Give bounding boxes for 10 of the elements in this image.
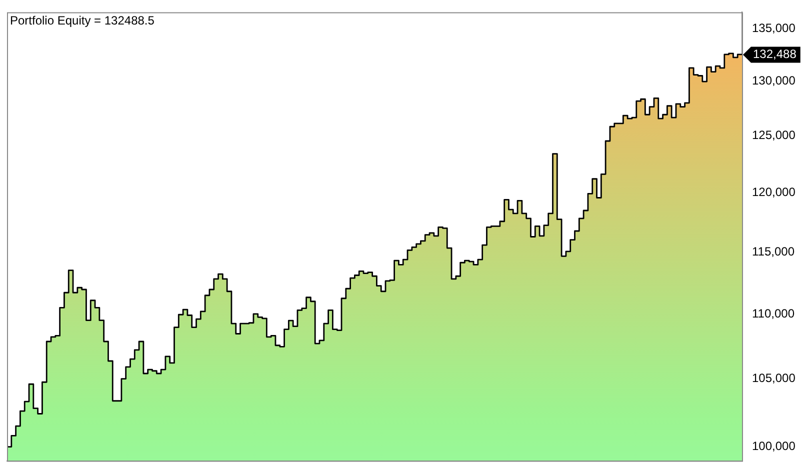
y-tick-label: 100,000 bbox=[752, 439, 796, 454]
y-tick-label: 130,000 bbox=[752, 74, 796, 88]
y-tick-label: 125,000 bbox=[752, 128, 796, 142]
chart-title: Portfolio Equity = 132488.5 bbox=[10, 14, 155, 28]
y-tick-label: 135,000 bbox=[752, 20, 796, 35]
y-tick-label: 120,000 bbox=[752, 185, 796, 200]
y-tick-label: 110,000 bbox=[752, 306, 795, 320]
y-tick-label: 105,000 bbox=[752, 371, 796, 386]
y-tick-label: 115,000 bbox=[752, 244, 795, 258]
text: 132,488 bbox=[753, 47, 797, 62]
